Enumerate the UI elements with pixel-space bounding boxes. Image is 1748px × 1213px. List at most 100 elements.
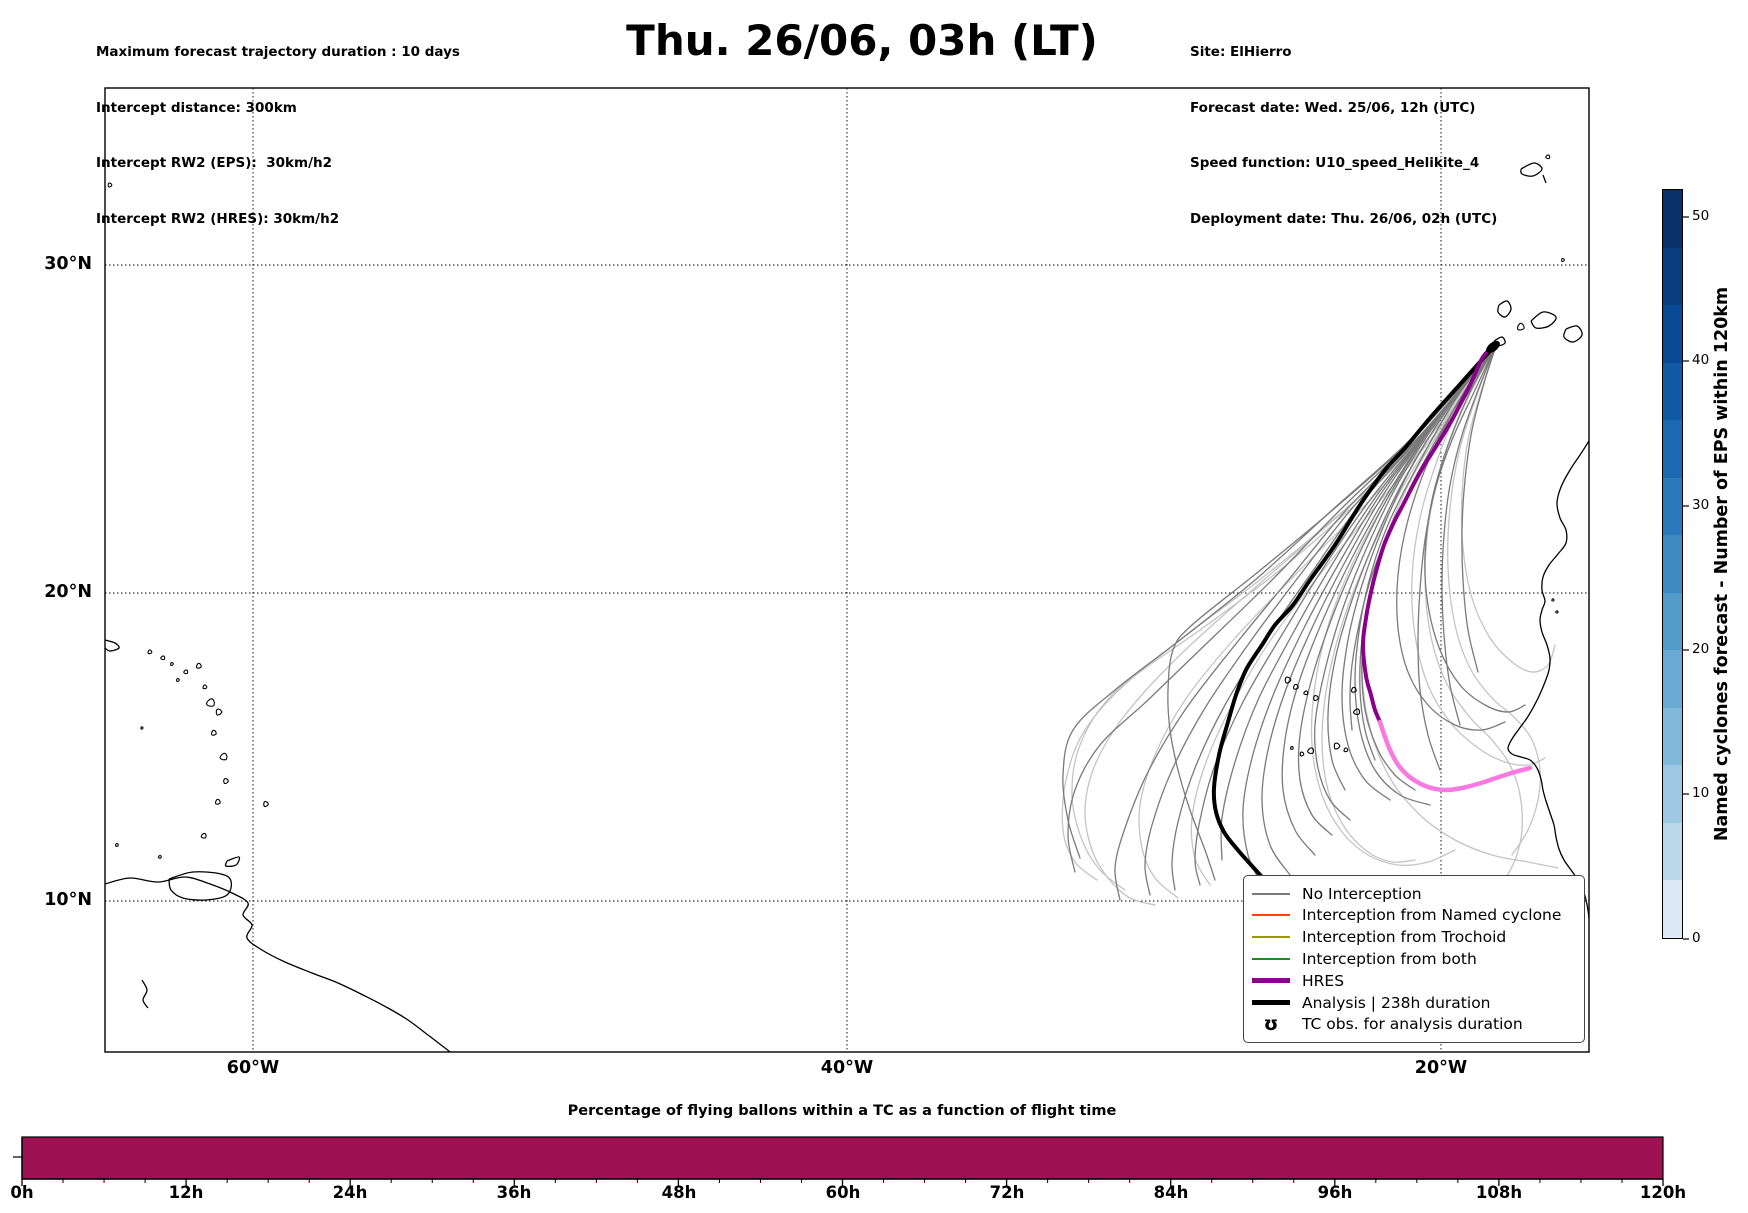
x-tick-120h: 120h xyxy=(1639,1183,1687,1202)
colorbar-band xyxy=(1663,592,1682,651)
header-line-intercept-distance: Intercept distance: 300km xyxy=(96,99,297,116)
island xyxy=(1551,598,1555,602)
coastline-trinidad xyxy=(168,871,233,901)
island xyxy=(1299,751,1305,757)
coastline-tobago xyxy=(224,856,241,868)
legend-item-analysis: Analysis | 238h duration xyxy=(1252,992,1576,1013)
trajectory-no-interception xyxy=(1261,342,1498,876)
colorbar-tick-50: 50 xyxy=(1692,208,1710,224)
x-tick-108h: 108h xyxy=(1475,1183,1523,1202)
trajectory-no-interception-light xyxy=(1190,342,1498,886)
trajectory-no-interception xyxy=(1194,342,1498,886)
colorbar-tick-20: 20 xyxy=(1692,641,1710,657)
hres-track xyxy=(1361,341,1499,724)
header-line-forecast-date: Forecast date: Wed. 25/06, 12h (UTC) xyxy=(1190,99,1476,116)
colorbar-tick-10: 10 xyxy=(1692,785,1710,801)
island xyxy=(215,798,221,805)
coastline-puerto_rico_tip xyxy=(104,639,120,652)
legend-label: No Interception xyxy=(1302,884,1422,903)
island xyxy=(202,684,208,690)
lat-tick-30n: 30°N xyxy=(44,254,92,274)
coastline-madeira xyxy=(1520,162,1543,177)
trajectory-no-interception xyxy=(1313,342,1498,821)
purple-line-swatch xyxy=(1252,978,1290,984)
trajectory-no-interception xyxy=(1417,342,1498,771)
tc-percentage-bar xyxy=(21,1136,1664,1180)
legend-label: HRES xyxy=(1302,971,1345,990)
island xyxy=(176,677,180,683)
bottom-chart-title: Percentage of flying ballons within a TC… xyxy=(567,1103,1117,1119)
x-tick-24h: 24h xyxy=(332,1183,368,1202)
tc-cyclone-icon: ʊ xyxy=(1263,1013,1279,1036)
lon-tick-40w: 40°W xyxy=(820,1058,874,1078)
coastline-la_palma xyxy=(1497,300,1512,318)
coastline-desertas xyxy=(1542,174,1547,184)
island xyxy=(1293,683,1299,690)
legend-label: Interception from Trochoid xyxy=(1302,928,1507,947)
coastline-south_america xyxy=(104,876,451,1053)
island xyxy=(1333,742,1341,750)
trajectory-no-interception-light xyxy=(1361,342,1559,869)
island xyxy=(140,726,144,730)
colorbar-band xyxy=(1663,707,1682,766)
island xyxy=(160,655,166,661)
gray-line-swatch xyxy=(1252,892,1290,895)
legend-label: TC obs. for analysis duration xyxy=(1302,1015,1523,1034)
header-left-block: Maximum forecast trajectory duration : 1… xyxy=(96,6,460,247)
colorbar-band xyxy=(1663,190,1682,248)
island xyxy=(219,752,228,761)
trajectory-no-interception xyxy=(1327,342,1498,791)
legend-item-hres: HRES xyxy=(1252,970,1576,991)
legend-item-both: Interception from both xyxy=(1252,948,1576,969)
x-tick-96h: 96h xyxy=(1317,1183,1353,1202)
island xyxy=(157,854,162,859)
trajectory-no-interception xyxy=(1441,342,1498,726)
lat-tick-20n: 20°N xyxy=(44,582,92,602)
island xyxy=(1555,610,1559,614)
black-line-swatch xyxy=(1252,1000,1290,1006)
header-line-max-duration: Maximum forecast trajectory duration : 1… xyxy=(96,44,460,60)
orange-line-swatch xyxy=(1252,914,1290,917)
x-tick-60h: 60h xyxy=(825,1183,861,1202)
coastline-el_hierro xyxy=(1493,336,1506,347)
colorbar-band xyxy=(1663,247,1682,306)
trajectory-no-interception xyxy=(1424,342,1526,713)
island xyxy=(183,669,189,675)
x-tick-36h: 36h xyxy=(496,1183,532,1202)
island xyxy=(1545,154,1551,160)
trajectory-no-interception xyxy=(1242,342,1498,886)
island xyxy=(1303,690,1309,696)
island xyxy=(107,182,113,188)
header-line-speed-function: Speed function: U10_speed_Helikite_4 xyxy=(1190,155,1480,171)
colorbar-band xyxy=(1663,362,1682,421)
trajectory-no-interception xyxy=(1396,342,1506,731)
colorbar-band xyxy=(1663,650,1682,708)
island xyxy=(1343,747,1349,753)
coastline-maracaibo_fragment xyxy=(141,979,149,1009)
trajectory-no-interception xyxy=(1144,342,1498,896)
island xyxy=(1313,695,1319,702)
trajectory-no-interception-light xyxy=(1061,342,1498,881)
island xyxy=(1351,686,1357,693)
hres-track-tail xyxy=(1377,719,1533,793)
x-tick-72h: 72h xyxy=(989,1183,1025,1202)
trajectory-no-interception xyxy=(1461,342,1498,673)
island xyxy=(215,708,223,716)
island xyxy=(263,801,269,808)
colorbar-band xyxy=(1663,477,1682,536)
colorbar-band xyxy=(1663,305,1682,363)
olive-line-swatch xyxy=(1252,936,1290,939)
trajectory-no-interception-light xyxy=(1321,342,1498,863)
colorbar-band xyxy=(1663,822,1682,881)
colorbar-tick-30: 30 xyxy=(1692,497,1710,513)
x-tick-84h: 84h xyxy=(1153,1183,1189,1202)
island xyxy=(1561,257,1565,263)
colorbar-band xyxy=(1663,765,1682,823)
page-title: Thu. 26/06, 03h (LT) xyxy=(626,16,1098,65)
header-right-block: Site: ElHierro Forecast date: Wed. 25/06… xyxy=(1190,6,1497,247)
colorbar-tick-40: 40 xyxy=(1692,352,1710,368)
x-tick-12h: 12h xyxy=(168,1183,204,1202)
legend-label: Interception from Named cyclone xyxy=(1302,906,1562,925)
tc-obs-markers xyxy=(1486,340,1500,354)
